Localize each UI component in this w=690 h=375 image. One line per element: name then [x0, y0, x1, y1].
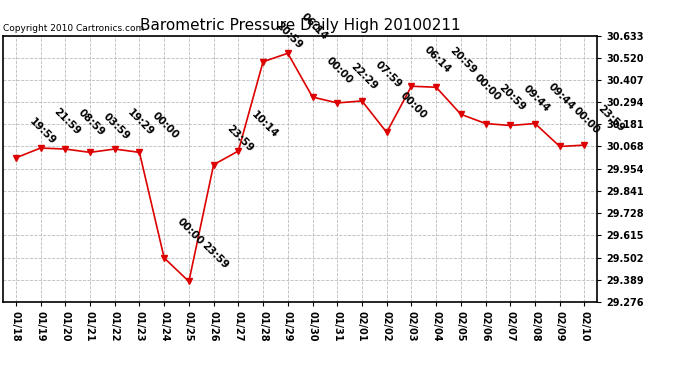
Text: 07:59: 07:59: [373, 59, 404, 90]
Text: 06:14: 06:14: [299, 12, 330, 42]
Text: 19:59: 19:59: [27, 116, 57, 147]
Text: 23:59: 23:59: [595, 104, 626, 134]
Text: 00:00: 00:00: [398, 91, 428, 121]
Text: Copyright 2010 Cartronics.com: Copyright 2010 Cartronics.com: [3, 24, 145, 33]
Text: 20:59: 20:59: [447, 46, 477, 76]
Text: 20:59: 20:59: [274, 20, 304, 51]
Text: 23:59: 23:59: [225, 123, 255, 154]
Text: 00:00: 00:00: [571, 105, 602, 135]
Text: 23:59: 23:59: [200, 240, 230, 270]
Title: Barometric Pressure Daily High 20100211: Barometric Pressure Daily High 20100211: [140, 18, 460, 33]
Text: 22:29: 22:29: [348, 62, 379, 92]
Text: 00:00: 00:00: [472, 73, 502, 103]
Text: 21:59: 21:59: [52, 106, 82, 137]
Text: 00:00: 00:00: [150, 111, 181, 141]
Text: 06:14: 06:14: [422, 45, 453, 75]
Text: 09:44: 09:44: [546, 82, 577, 112]
Text: 00:00: 00:00: [324, 56, 354, 86]
Text: 00:00: 00:00: [175, 216, 206, 247]
Text: 09:44: 09:44: [522, 84, 552, 114]
Text: 19:29: 19:29: [126, 108, 156, 138]
Text: 03:59: 03:59: [101, 111, 132, 141]
Text: 08:59: 08:59: [77, 108, 107, 138]
Text: 10:14: 10:14: [250, 109, 280, 140]
Text: 20:59: 20:59: [497, 82, 527, 112]
